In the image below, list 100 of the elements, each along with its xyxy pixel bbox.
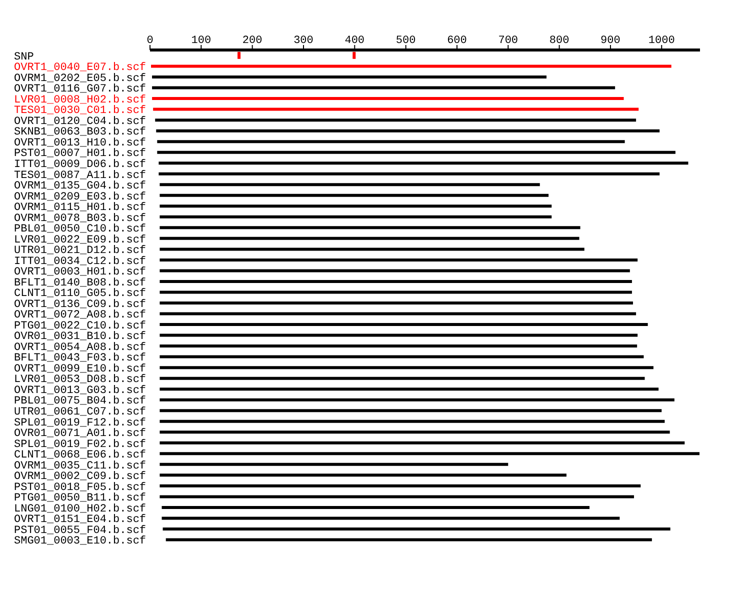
bar	[160, 344, 638, 348]
y-tick-label: OVRT1_0151_E04.b.scf	[14, 514, 146, 526]
x-tick-label: 800	[549, 35, 570, 47]
x-tick-label: 300	[294, 35, 314, 47]
y-tick-label: OVRM1_0135_G04.b.scf	[14, 180, 146, 193]
x-tick-label: 200	[242, 35, 262, 47]
y-tick-label: OVRM1_0078_B03.b.scf	[14, 212, 146, 225]
y-tick-label: SPL01_0019_F12.b.scf	[14, 417, 146, 430]
bar	[162, 506, 590, 509]
bar	[160, 355, 644, 358]
bar	[160, 302, 633, 304]
bar	[151, 64, 672, 68]
y-tick-label: OVR01_0031_B10.b.scf	[14, 331, 146, 344]
bar	[160, 204, 552, 208]
y-tick-label: LVR01_0022_E09.b.scf	[14, 234, 146, 246]
bar	[160, 194, 549, 197]
y-tick-label: OVRM1_0202_E05.b.scf	[14, 72, 146, 85]
bar	[160, 258, 638, 262]
y-tick-label: PTG01_0050_B11.b.scf	[14, 492, 146, 505]
x-tick-label: 100	[191, 35, 212, 47]
bar	[160, 183, 540, 186]
bar	[160, 484, 641, 488]
y-tick-label: OVRT1_0116_G07.b.scf	[14, 84, 146, 96]
y-tick-label: OVRT1_0013_G03.b.scf	[14, 384, 146, 397]
y-tick-label: LNG01_0100_H02.b.scf	[14, 503, 146, 516]
bar	[160, 236, 580, 240]
y-tick-label: TES01_0030_C01.b.scf	[14, 105, 146, 118]
y-tick-label: PBL01_0050_C10.b.scf	[14, 224, 146, 236]
y-tick-label: UTR01_0021_D12.b.scf	[14, 245, 146, 258]
bar	[160, 226, 580, 230]
y-tick-label: OVRT1_0136_C09.b.scf	[14, 298, 146, 311]
bar	[152, 97, 624, 100]
y-tick-label: OVRM1_0115_H01.b.scf	[14, 202, 146, 214]
bar	[160, 388, 659, 391]
bar	[160, 430, 670, 434]
bar	[160, 366, 654, 370]
x-tick-label: 500	[396, 35, 416, 47]
x-tick-label: 400	[344, 35, 365, 47]
bar	[160, 474, 566, 477]
bar	[160, 215, 552, 218]
bar	[160, 398, 674, 402]
bar	[162, 516, 620, 520]
x-tick-label: 700	[498, 35, 518, 47]
y-tick-label: BFLT1_0140_B08.b.scf	[14, 277, 146, 290]
bar	[158, 172, 660, 176]
y-tick-label: ITT01_0009_D06.b.scf	[14, 158, 146, 171]
bar	[160, 323, 648, 326]
y-tick-label: TES01_0087_A11.b.scf	[14, 170, 146, 182]
y-tick-label: SNP	[14, 51, 34, 64]
bar	[160, 441, 685, 444]
y-tick-label: OVRM1_0035_C11.b.scf	[14, 460, 146, 472]
bar	[160, 280, 632, 283]
bar	[160, 409, 662, 412]
y-tick-label: BFLT1_0043_F03.b.scf	[14, 352, 146, 365]
y-tick-label: CLNT1_0068_E06.b.scf	[14, 450, 146, 462]
bar	[160, 269, 630, 272]
x-tick-label: 900	[600, 35, 620, 47]
bar	[160, 334, 638, 337]
x-tick-label: 600	[447, 35, 467, 47]
y-tick-label: SPL01_0019_F02.b.scf	[14, 438, 146, 451]
bar	[162, 527, 670, 530]
y-tick-label: OVRT1_0054_A08.b.scf	[14, 342, 146, 354]
y-tick-label: OVRT1_0040_E07.b.scf	[14, 62, 146, 74]
bar	[160, 290, 632, 294]
bar	[166, 538, 652, 542]
bar	[152, 86, 616, 90]
bar	[152, 76, 547, 79]
bar	[155, 118, 636, 122]
y-tick-label: CLNT1_0110_G05.b.scf	[14, 288, 146, 300]
bar	[160, 420, 665, 423]
y-tick-label: OVRT1_0013_H10.b.scf	[14, 137, 146, 150]
y-tick-label: OVRT1_0099_E10.b.scf	[14, 363, 146, 376]
bar	[160, 376, 645, 380]
y-tick-label: PBL01_0075_B04.b.scf	[14, 396, 146, 408]
bar	[153, 108, 639, 111]
bar	[160, 248, 584, 251]
x-tick-label: 0	[146, 35, 154, 47]
y-tick-label: ITT01_0034_C12.b.scf	[14, 256, 146, 268]
y-tick-label: OVRM1_0209_E03.b.scf	[14, 191, 146, 204]
y-tick-label: PST01_0007_H01.b.scf	[14, 148, 146, 160]
bar	[160, 495, 634, 498]
bar	[160, 462, 508, 466]
y-tick-label: OVRT1_0120_C04.b.scf	[14, 116, 146, 128]
y-tick-label: SKNB1_0063_B03.b.scf	[14, 126, 146, 139]
bar	[160, 452, 700, 456]
y-tick-label: PTG01_0022_C10.b.scf	[14, 320, 146, 332]
y-tick-label: LVR01_0008_H02.b.scf	[14, 94, 146, 106]
y-tick-label: SMG01_0003_E10.b.scf	[14, 536, 146, 548]
y-tick-label: PST01_0018_F05.b.scf	[14, 482, 146, 494]
y-tick-label: OVRT1_0072_A08.b.scf	[14, 310, 146, 322]
y-tick-label: UTR01_0061_C07.b.scf	[14, 406, 146, 418]
y-tick-label: OVR01_0071_A01.b.scf	[14, 428, 146, 440]
y-tick-label: OVRT1_0003_H01.b.scf	[14, 266, 146, 279]
y-tick-label: LVR01_0053_D08.b.scf	[14, 374, 146, 386]
bar	[160, 312, 636, 316]
bar	[157, 150, 676, 154]
y-tick-label: PST01_0055_F04.b.scf	[14, 524, 146, 537]
x-tick-label: 1000	[648, 35, 675, 47]
y-tick-label: OVRM1_0002_C09.b.scf	[14, 471, 146, 484]
bar	[156, 129, 660, 132]
